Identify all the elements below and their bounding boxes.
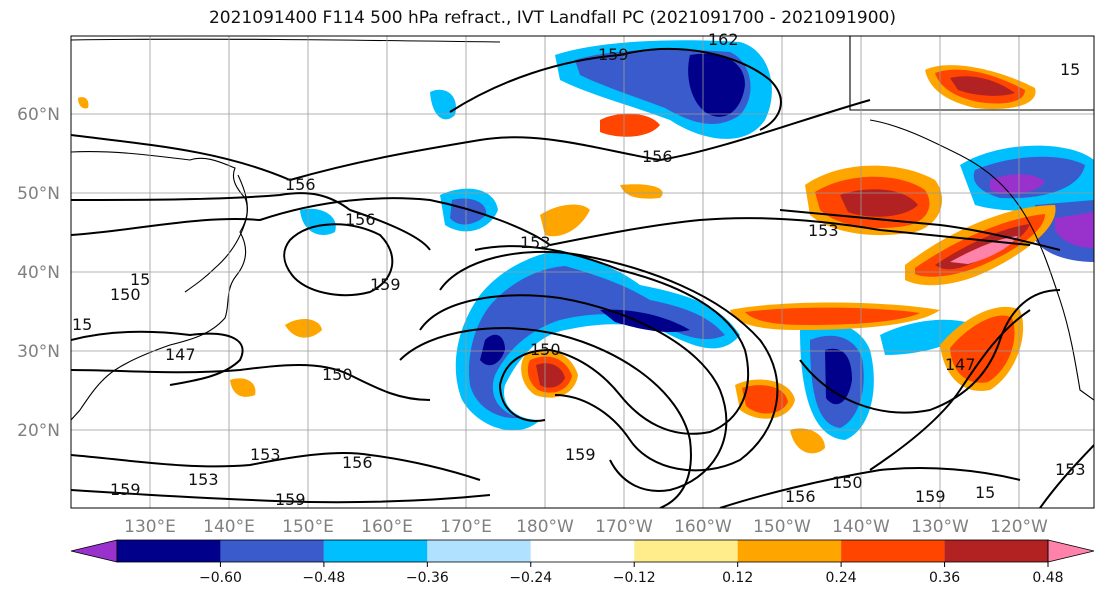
colorbar-swatch xyxy=(323,540,428,562)
contour-150-west xyxy=(71,364,431,401)
contour-label: 153 xyxy=(520,233,551,252)
contour-153-se xyxy=(1039,444,1094,508)
contour-147 xyxy=(71,330,244,386)
contour-label: 153 xyxy=(188,470,219,489)
contour-150-east xyxy=(799,289,1061,414)
lon-label: 150°E xyxy=(282,517,334,537)
contour-159-south xyxy=(71,489,491,504)
lat-label: 30°N xyxy=(17,342,60,362)
colorbar-tick-label: −0.36 xyxy=(406,570,449,586)
lon-label: 120°W xyxy=(990,517,1048,537)
colorbar-swatch xyxy=(427,540,531,562)
contour-label: 159 xyxy=(370,275,401,294)
coast-asia xyxy=(71,151,248,421)
lon-label: 170°E xyxy=(440,517,492,537)
colorbar-tick-label: 0.48 xyxy=(1032,570,1063,586)
colorbar-tick-label: −0.60 xyxy=(199,570,242,586)
contour-label: 153 xyxy=(250,445,281,464)
contour-153-east xyxy=(779,209,1061,251)
contour-150-spiral xyxy=(474,245,750,435)
colorbar-swatch xyxy=(117,540,221,562)
lon-label: 160°W xyxy=(674,517,732,537)
contour-label: 15 xyxy=(72,315,92,334)
colorbar-swatch xyxy=(944,540,1048,562)
contour-156-north xyxy=(71,99,871,182)
contour-label: 156 xyxy=(345,210,376,229)
colorbar-swatch xyxy=(841,540,945,562)
colorbar-swatch xyxy=(220,540,324,562)
contour-label: 15 xyxy=(1060,60,1080,79)
contour-label: 150 xyxy=(110,285,141,304)
contour-label: 156 xyxy=(342,453,373,472)
contour-label: 159 xyxy=(915,487,946,506)
colorbar-swatch xyxy=(737,540,842,562)
contour-label: 150 xyxy=(832,473,863,492)
coast-siberia xyxy=(71,38,501,43)
contour-label: 159 xyxy=(598,45,629,64)
contour-153-west xyxy=(71,452,481,481)
contour-label: 147 xyxy=(945,355,976,374)
contour-153-spiral xyxy=(439,250,779,472)
lon-label: 130°E xyxy=(124,517,176,537)
coast-alaska-north xyxy=(849,36,1094,111)
lon-label-group: 130°E 140°E 150°E 160°E 170°E 180°W 170°… xyxy=(124,517,1048,537)
colorbar-extend-low xyxy=(70,539,118,563)
contour-159-spiral xyxy=(399,327,692,508)
contour-156-east xyxy=(719,467,1021,508)
contour-156-spiral xyxy=(419,294,728,492)
contour-label: 159 xyxy=(565,445,596,464)
lon-label: 140°E xyxy=(203,517,255,537)
contour-147-east xyxy=(869,309,1031,471)
contour-label: 159 xyxy=(110,480,141,499)
contour-label: 147 xyxy=(165,345,196,364)
lat-label: 50°N xyxy=(17,184,60,204)
lat-label-group: 60°N 50°N 40°N 30°N 20°N xyxy=(17,105,60,441)
contour-label: 156 xyxy=(642,147,673,166)
colorbar-swatch xyxy=(634,540,738,562)
lon-label: 160°E xyxy=(361,517,413,537)
contour-label: 156 xyxy=(285,175,316,194)
contour-159-ring xyxy=(283,223,394,297)
lon-label: 130°W xyxy=(911,517,969,537)
contour-label: 15 xyxy=(130,270,150,289)
colorbar-tick-label: −0.12 xyxy=(613,570,656,586)
map-title: 2021091400 F114 500 hPa refract., IVT La… xyxy=(208,8,896,28)
colorbar: −0.60 −0.48 −0.36 −0.24 −0.12 0.12 0.24 0.36 0.4… xyxy=(70,539,1095,586)
coast-north-america xyxy=(869,119,1094,401)
colorbar-frame xyxy=(116,539,1049,563)
coastlines xyxy=(71,36,1094,421)
contour-153-a xyxy=(71,197,1031,247)
contour-label: 159 xyxy=(275,490,306,509)
lon-label: 180°W xyxy=(516,517,574,537)
contour-156-mid xyxy=(71,192,431,251)
lon-label: 140°W xyxy=(832,517,890,537)
lon-label: 150°W xyxy=(753,517,811,537)
contour-label: 153 xyxy=(808,221,839,240)
shaded-field xyxy=(78,40,1094,454)
contour-label: 156 xyxy=(785,487,816,506)
colorbar-tick-label: 0.12 xyxy=(722,570,753,586)
map-frame xyxy=(70,35,1095,509)
colorbar-tick-label: −0.48 xyxy=(302,570,345,586)
colorbar-tick-label: 0.36 xyxy=(929,570,960,586)
contour-label: 150 xyxy=(322,365,353,384)
contour-label: 15 xyxy=(975,483,995,502)
lat-label: 40°N xyxy=(17,263,60,283)
colorbar-tick-label: 0.24 xyxy=(826,570,857,586)
contour-label: 150 xyxy=(530,340,561,359)
colorbar-swatch xyxy=(530,540,635,562)
contour-159-north xyxy=(449,48,782,131)
lat-label: 20°N xyxy=(17,421,60,441)
lat-label: 60°N xyxy=(17,105,60,125)
colorbar-extend-high xyxy=(1047,539,1095,563)
colorbar-tick-label: −0.24 xyxy=(509,570,552,586)
contour-label-group: 159 162 156 156 153 159 153 150 147 150 … xyxy=(72,30,1086,509)
contour-label: 153 xyxy=(1055,460,1086,479)
contour-label: 162 xyxy=(708,30,739,49)
height-contours xyxy=(71,48,1094,508)
lon-label: 170°W xyxy=(595,517,653,537)
